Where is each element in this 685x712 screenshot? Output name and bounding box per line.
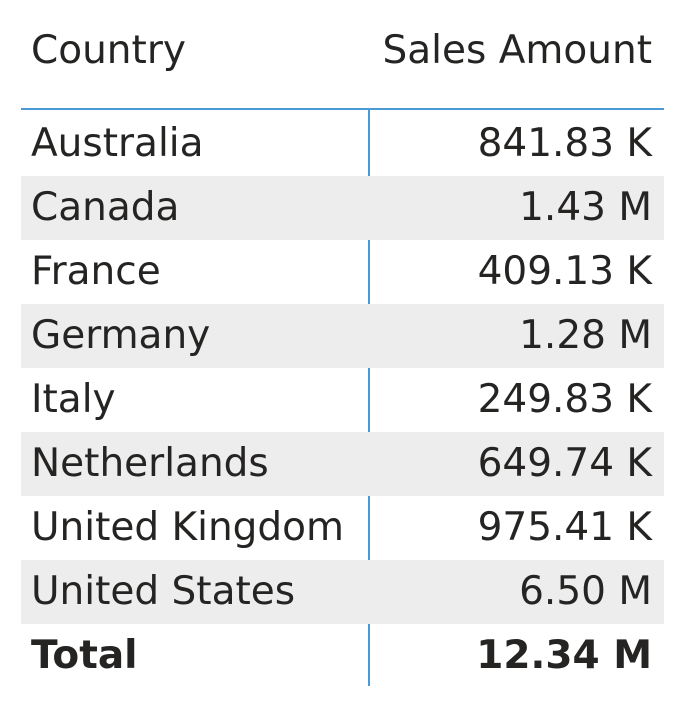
table-row[interactable]: Germany 1.28 M xyxy=(21,304,664,368)
sales-amount-cell: 1.43 M xyxy=(519,185,652,230)
table-row[interactable]: Italy 249.83 K xyxy=(21,368,664,432)
country-cell: Netherlands xyxy=(31,441,269,486)
country-cell: United States xyxy=(31,569,296,614)
total-sales-amount: 12.34 M xyxy=(476,633,652,678)
sales-amount-cell: 249.83 K xyxy=(477,377,652,422)
table-header-row: Country Sales Amount xyxy=(21,0,664,110)
table-row[interactable]: United States 6.50 M xyxy=(21,560,664,624)
sales-amount-cell: 6.50 M xyxy=(519,569,652,614)
country-cell: Canada xyxy=(31,185,180,230)
sales-amount-cell: 1.28 M xyxy=(519,313,652,358)
table-row[interactable]: France 409.13 K xyxy=(21,240,664,304)
country-cell: Italy xyxy=(31,377,116,422)
total-row[interactable]: Total 12.34 M xyxy=(21,624,664,688)
sales-amount-cell: 409.13 K xyxy=(477,249,652,294)
table-row[interactable]: Australia 841.83 K xyxy=(21,112,664,176)
total-label: Total xyxy=(31,633,138,678)
country-cell: France xyxy=(31,249,161,294)
table-row[interactable]: United Kingdom 975.41 K xyxy=(21,496,664,560)
sales-amount-cell: 975.41 K xyxy=(477,505,652,550)
sales-amount-cell: 649.74 K xyxy=(477,441,652,486)
table-body: Australia 841.83 K Canada 1.43 M France … xyxy=(21,112,664,688)
sales-table: Country Sales Amount Australia 841.83 K … xyxy=(21,0,664,712)
table-row[interactable]: Canada 1.43 M xyxy=(21,176,664,240)
column-header-country[interactable]: Country xyxy=(31,28,186,73)
table-row[interactable]: Netherlands 649.74 K xyxy=(21,432,664,496)
column-header-sales-amount[interactable]: Sales Amount xyxy=(382,28,652,73)
country-cell: United Kingdom xyxy=(31,505,345,550)
column-divider[interactable] xyxy=(368,110,370,686)
sales-amount-cell: 841.83 K xyxy=(477,121,652,166)
country-cell: Australia xyxy=(31,121,204,166)
country-cell: Germany xyxy=(31,313,211,358)
